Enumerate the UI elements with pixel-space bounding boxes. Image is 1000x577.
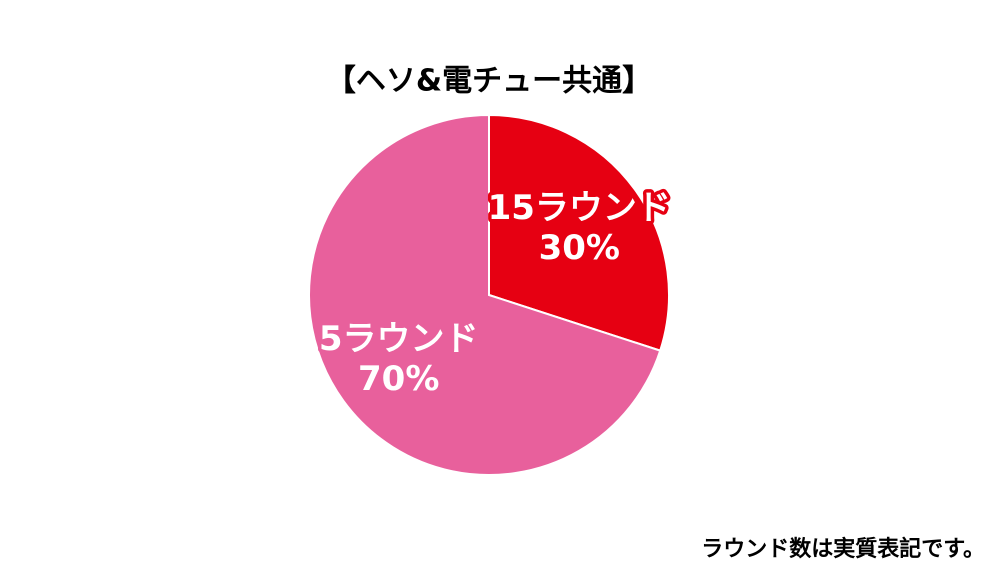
pie-slice [308, 113, 662, 476]
value-label: 70% [358, 359, 439, 399]
slice-label: 5ラウンド [319, 319, 479, 359]
chart-title: 【ヘソ&電チュー共通】 [326, 64, 652, 99]
pie-slice [488, 113, 670, 352]
value-label: 30% [539, 228, 620, 268]
footnote: ラウンド数は実質表記です。 [701, 536, 985, 562]
slice-label: 15ラウンド [488, 188, 671, 228]
